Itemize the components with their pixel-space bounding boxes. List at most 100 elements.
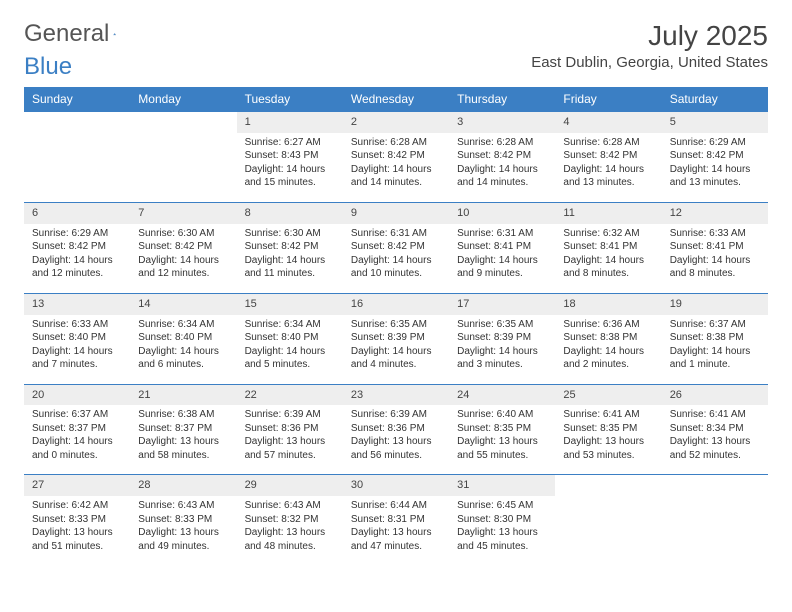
sunrise-line: Sunrise: 6:31 AM	[457, 227, 547, 241]
day-content-cell: Sunrise: 6:45 AMSunset: 8:30 PMDaylight:…	[449, 496, 555, 565]
sunrise-line: Sunrise: 6:30 AM	[245, 227, 335, 241]
week-daynum-row: 20212223242526	[24, 384, 768, 405]
logo-text-1: General	[24, 20, 109, 48]
sunrise-line: Sunrise: 6:44 AM	[351, 499, 441, 513]
sunset-line: Sunset: 8:36 PM	[245, 422, 335, 436]
daylight-line: Daylight: 14 hours and 11 minutes.	[245, 254, 335, 281]
sunrise-line: Sunrise: 6:41 AM	[670, 408, 760, 422]
day-content-cell: Sunrise: 6:44 AMSunset: 8:31 PMDaylight:…	[343, 496, 449, 565]
sunrise-line: Sunrise: 6:30 AM	[138, 227, 228, 241]
day-content-cell: Sunrise: 6:28 AMSunset: 8:42 PMDaylight:…	[449, 133, 555, 203]
col-tuesday: Tuesday	[237, 87, 343, 112]
sunset-line: Sunset: 8:36 PM	[351, 422, 441, 436]
day-content-cell: Sunrise: 6:37 AMSunset: 8:37 PMDaylight:…	[24, 405, 130, 475]
daylight-line: Daylight: 14 hours and 14 minutes.	[351, 163, 441, 190]
day-content-cell: Sunrise: 6:27 AMSunset: 8:43 PMDaylight:…	[237, 133, 343, 203]
day-number-cell: 24	[449, 384, 555, 405]
sunset-line: Sunset: 8:42 PM	[351, 240, 441, 254]
day-content-cell	[555, 496, 661, 565]
sunset-line: Sunset: 8:39 PM	[351, 331, 441, 345]
daylight-line: Daylight: 13 hours and 57 minutes.	[245, 435, 335, 462]
daylight-line: Daylight: 14 hours and 15 minutes.	[245, 163, 335, 190]
daylight-line: Daylight: 14 hours and 14 minutes.	[457, 163, 547, 190]
day-content-cell: Sunrise: 6:29 AMSunset: 8:42 PMDaylight:…	[662, 133, 768, 203]
sunrise-line: Sunrise: 6:29 AM	[32, 227, 122, 241]
sunrise-line: Sunrise: 6:39 AM	[351, 408, 441, 422]
sunrise-line: Sunrise: 6:32 AM	[563, 227, 653, 241]
day-number-cell: 30	[343, 475, 449, 496]
daylight-line: Daylight: 14 hours and 6 minutes.	[138, 345, 228, 372]
day-number-cell: 6	[24, 202, 130, 223]
week-content-row: Sunrise: 6:37 AM Sunset: 8:37 PM Daylight:…	[24, 405, 768, 475]
sunrise-line: Sunrise: 6:35 AM	[457, 318, 547, 332]
daylight-line: Daylight: 13 hours and 47 minutes.	[351, 526, 441, 553]
day-number-cell	[555, 475, 661, 496]
daylight-line: Daylight: 14 hours and 4 minutes.	[351, 345, 441, 372]
sunset-line: Sunset: 8:37 PM	[138, 422, 228, 436]
sunset-line: Sunset: 8:42 PM	[32, 240, 122, 254]
day-content-cell: Sunrise: 6:36 AMSunset: 8:38 PMDaylight:…	[555, 315, 661, 385]
sunrise-line: Sunrise: 6:28 AM	[563, 136, 653, 150]
daylight-line: Daylight: 13 hours and 49 minutes.	[138, 526, 228, 553]
day-content-cell: Sunrise: 6:38 AMSunset: 8:37 PMDaylight:…	[130, 405, 236, 475]
week-content-row: Sunrise: 6:33 AMSunset: 8:40 PMDaylight:…	[24, 315, 768, 385]
day-number-cell: 28	[130, 475, 236, 496]
week-daynum-row: 12345	[24, 112, 768, 133]
day-number-cell	[662, 475, 768, 496]
sunrise-line: Sunrise: 6:28 AM	[351, 136, 441, 150]
sunrise-line: Sunrise: 6:37 AM	[32, 408, 122, 422]
sunrise-line: Sunrise: 6:33 AM	[670, 227, 760, 241]
day-number-cell: 7	[130, 202, 236, 223]
sunset-line: Sunset: 8:34 PM	[670, 422, 760, 436]
sunrise-line: Sunrise: 6:33 AM	[32, 318, 122, 332]
daylight-line: Daylight: 14 hours and 13 minutes.	[670, 163, 760, 190]
daylight-line: Daylight: 13 hours and 48 minutes.	[245, 526, 335, 553]
daylight-line: Daylight: 14 hours and 8 minutes.	[670, 254, 760, 281]
sunrise-line: Sunrise: 6:31 AM	[351, 227, 441, 241]
day-number-cell: 3	[449, 112, 555, 133]
day-number-cell: 26	[662, 384, 768, 405]
daylight-line: Daylight: 14 hours and 2 minutes.	[563, 345, 653, 372]
logo-text-2: Blue	[24, 53, 72, 81]
title-block: July 2025 East Dublin, Georgia, United S…	[531, 20, 768, 71]
daylight-line: Daylight: 13 hours and 55 minutes.	[457, 435, 547, 462]
col-wednesday: Wednesday	[343, 87, 449, 112]
sunrise-line: Sunrise: 6:43 AM	[138, 499, 228, 513]
daylight-line: Daylight: 14 hours and 5 minutes.	[245, 345, 335, 372]
week-daynum-row: 6789101112	[24, 202, 768, 223]
day-content-cell	[130, 133, 236, 203]
day-number-cell: 21	[130, 384, 236, 405]
sunrise-line: Sunrise: 6:37 AM	[670, 318, 760, 332]
sunset-line: Sunset: 8:38 PM	[670, 331, 760, 345]
week-daynum-row: 13141516171819	[24, 293, 768, 314]
day-content-cell	[662, 496, 768, 565]
daylight-line: Daylight: 14 hours and 1 minute.	[670, 345, 760, 372]
sunrise-line: Sunrise: 6:38 AM	[138, 408, 228, 422]
calendar-table: Sunday Monday Tuesday Wednesday Thursday…	[24, 87, 768, 565]
day-number-cell: 12	[662, 202, 768, 223]
day-content-cell: Sunrise: 6:30 AMSunset: 8:42 PMDaylight:…	[237, 224, 343, 294]
sunset-line: Sunset: 8:42 PM	[670, 149, 760, 163]
sunset-line: Sunset: 8:35 PM	[563, 422, 653, 436]
day-content-cell: Sunrise: 6:35 AMSunset: 8:39 PMDaylight:…	[449, 315, 555, 385]
day-content-cell: Sunrise: 6:41 AMSunset: 8:34 PMDaylight:…	[662, 405, 768, 475]
sunset-line: Sunset: 8:39 PM	[457, 331, 547, 345]
sunset-line: Sunset: 8:42 PM	[351, 149, 441, 163]
sunrise-line: Sunrise: 6:40 AM	[457, 408, 547, 422]
day-content-cell: Sunrise: 6:28 AMSunset: 8:42 PMDaylight:…	[555, 133, 661, 203]
day-number-cell: 16	[343, 293, 449, 314]
sunrise-line: Sunrise: 6:29 AM	[670, 136, 760, 150]
daylight-line: Daylight: 13 hours and 53 minutes.	[563, 435, 653, 462]
day-number-cell: 15	[237, 293, 343, 314]
sunrise-line: Sunrise: 6:36 AM	[563, 318, 653, 332]
day-content-cell: Sunrise: 6:29 AMSunset: 8:42 PMDaylight:…	[24, 224, 130, 294]
sunset-line: Sunset: 8:38 PM	[563, 331, 653, 345]
day-number-cell: 17	[449, 293, 555, 314]
day-number-cell: 29	[237, 475, 343, 496]
daylight-line: Daylight: 14 hours and 13 minutes.	[563, 163, 653, 190]
day-content-cell: Sunrise: 6:39 AMSunset: 8:36 PMDaylight:…	[343, 405, 449, 475]
day-content-cell: Sunrise: 6:43 AMSunset: 8:32 PMDaylight:…	[237, 496, 343, 565]
day-number-cell: 8	[237, 202, 343, 223]
day-number-cell: 4	[555, 112, 661, 133]
day-number-cell: 5	[662, 112, 768, 133]
